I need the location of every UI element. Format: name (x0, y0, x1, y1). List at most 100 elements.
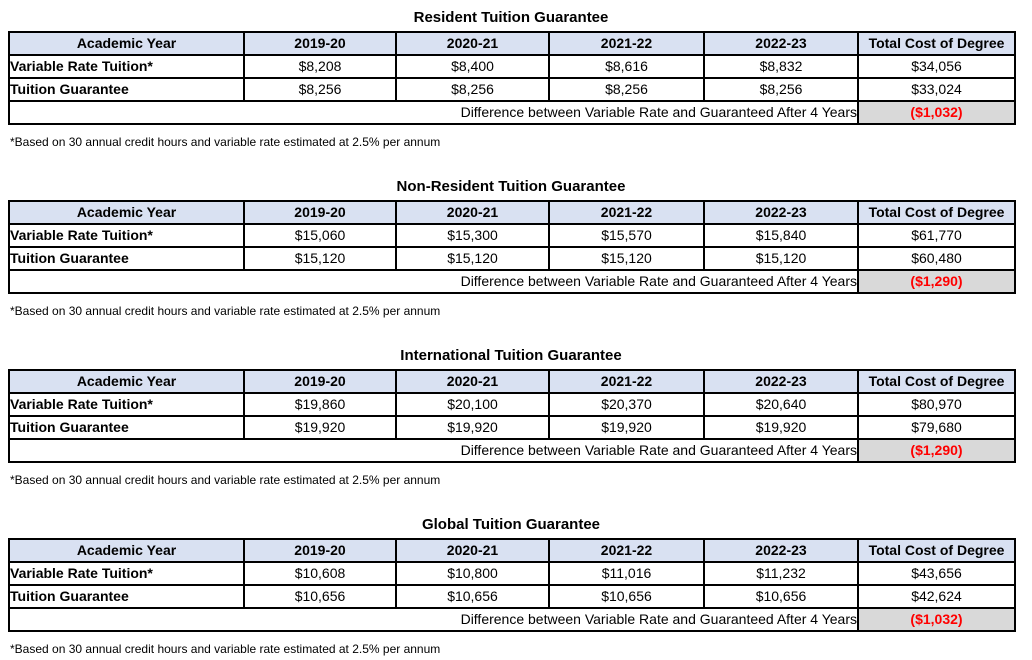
table-row: Variable Rate Tuition* $19,860 $20,100 $20,… (8, 392, 1016, 417)
value-cell: $19,920 (548, 415, 705, 440)
value-cell: $60,480 (857, 246, 1016, 271)
tuition-table: Academic Year 2019-20 2020-21 2021-22 2022-2… (8, 200, 1016, 294)
difference-label: Difference between Variable Rate and Gua… (8, 269, 859, 294)
international-tuition-guarantee-section: International Tuition Guarantee Academic… (0, 338, 1032, 507)
row-label: Tuition Guarantee (8, 77, 245, 102)
table-title: Non-Resident Tuition Guarantee (396, 178, 626, 195)
value-cell: $10,656 (243, 584, 397, 609)
value-cell: $15,570 (548, 223, 705, 248)
difference-label: Difference between Variable Rate and Gua… (8, 607, 859, 632)
column-header: 2020-21 (395, 538, 550, 563)
value-cell: $8,832 (703, 54, 859, 79)
difference-row: Difference between Variable Rate and Gua… (8, 438, 1016, 463)
row-label: Tuition Guarantee (8, 584, 245, 609)
column-header: 2022-23 (703, 538, 859, 563)
column-header: 2020-21 (395, 369, 550, 394)
difference-row: Difference between Variable Rate and Gua… (8, 269, 1016, 294)
table-title: Global Tuition Guarantee (421, 516, 601, 533)
column-header: 2022-23 (703, 200, 859, 225)
header-row: Academic Year 2019-20 2020-21 2021-22 2022-2… (8, 31, 1016, 56)
column-header: 2019-20 (243, 369, 397, 394)
value-cell: $34,056 (857, 54, 1016, 79)
difference-value: ($1,032) (857, 100, 1016, 125)
column-header: 2020-21 (395, 200, 550, 225)
difference-label: Difference between Variable Rate and Gua… (8, 100, 859, 125)
footnote: *Based on 30 annual credit hours and var… (10, 135, 441, 149)
column-header: Total Cost of Degree (857, 31, 1016, 56)
table-title: Resident Tuition Guarantee (413, 9, 609, 26)
value-cell: $8,616 (548, 54, 705, 79)
column-header: Total Cost of Degree (857, 538, 1016, 563)
row-label: Variable Rate Tuition* (8, 392, 245, 417)
value-cell: $43,656 (857, 561, 1016, 586)
table-row: Variable Rate Tuition* $8,208 $8,400 $8,616… (8, 54, 1016, 79)
value-cell: $8,256 (243, 77, 397, 102)
tuition-table: Academic Year 2019-20 2020-21 2021-22 2022-2… (8, 538, 1016, 632)
footnote: *Based on 30 annual credit hours and var… (10, 473, 441, 487)
table-row: Tuition Guarantee $19,920 $19,920 $19,920 $1… (8, 415, 1016, 440)
column-header: Academic Year (8, 538, 245, 563)
table-row: Tuition Guarantee $8,256 $8,256 $8,256 $8,25… (8, 77, 1016, 102)
difference-row: Difference between Variable Rate and Gua… (8, 607, 1016, 632)
value-cell: $10,656 (703, 584, 859, 609)
value-cell: $15,120 (395, 246, 550, 271)
row-label: Variable Rate Tuition* (8, 223, 245, 248)
value-cell: $8,400 (395, 54, 550, 79)
column-header: Total Cost of Degree (857, 369, 1016, 394)
tuition-table: Academic Year 2019-20 2020-21 2021-22 2022-2… (8, 369, 1016, 463)
column-header: 2021-22 (548, 538, 705, 563)
value-cell: $10,608 (243, 561, 397, 586)
row-label: Tuition Guarantee (8, 246, 245, 271)
value-cell: $11,016 (548, 561, 705, 586)
table-row: Tuition Guarantee $10,656 $10,656 $10,656 $1… (8, 584, 1016, 609)
column-header: 2022-23 (703, 369, 859, 394)
value-cell: $19,860 (243, 392, 397, 417)
column-header: Academic Year (8, 31, 245, 56)
difference-label: Difference between Variable Rate and Gua… (8, 438, 859, 463)
value-cell: $33,024 (857, 77, 1016, 102)
table-row: Variable Rate Tuition* $15,060 $15,300 $15,… (8, 223, 1016, 248)
header-row: Academic Year 2019-20 2020-21 2021-22 2022-2… (8, 200, 1016, 225)
column-header: 2021-22 (548, 31, 705, 56)
value-cell: $15,120 (703, 246, 859, 271)
value-cell: $10,800 (395, 561, 550, 586)
header-row: Academic Year 2019-20 2020-21 2021-22 2022-2… (8, 369, 1016, 394)
value-cell: $15,120 (548, 246, 705, 271)
difference-value: ($1,290) (857, 269, 1016, 294)
column-header: 2019-20 (243, 31, 397, 56)
value-cell: $15,120 (243, 246, 397, 271)
value-cell: $79,680 (857, 415, 1016, 440)
value-cell: $61,770 (857, 223, 1016, 248)
value-cell: $11,232 (703, 561, 859, 586)
value-cell: $80,970 (857, 392, 1016, 417)
column-header: 2021-22 (548, 369, 705, 394)
row-label: Variable Rate Tuition* (8, 561, 245, 586)
difference-row: Difference between Variable Rate and Gua… (8, 100, 1016, 125)
value-cell: $10,656 (548, 584, 705, 609)
table-row: Tuition Guarantee $15,120 $15,120 $15,120 $1… (8, 246, 1016, 271)
value-cell: $19,920 (243, 415, 397, 440)
value-cell: $15,300 (395, 223, 550, 248)
table-row: Variable Rate Tuition* $10,608 $10,800 $11,… (8, 561, 1016, 586)
value-cell: $8,256 (703, 77, 859, 102)
value-cell: $20,100 (395, 392, 550, 417)
column-header: 2019-20 (243, 538, 397, 563)
difference-value: ($1,290) (857, 438, 1016, 463)
value-cell: $10,656 (395, 584, 550, 609)
value-cell: $8,256 (395, 77, 550, 102)
value-cell: $15,840 (703, 223, 859, 248)
global-tuition-guarantee-section: Global Tuition Guarantee Academic Year 20… (0, 507, 1032, 660)
header-row: Academic Year 2019-20 2020-21 2021-22 2022-2… (8, 538, 1016, 563)
resident-tuition-guarantee-section: Resident Tuition Guarantee Academic Year… (0, 0, 1032, 169)
footnote: *Based on 30 annual credit hours and var… (10, 642, 441, 656)
difference-value: ($1,032) (857, 607, 1016, 632)
column-header: 2022-23 (703, 31, 859, 56)
footnote: *Based on 30 annual credit hours and var… (10, 304, 441, 318)
value-cell: $19,920 (395, 415, 550, 440)
non-resident-tuition-guarantee-section: Non-Resident Tuition Guarantee Academic … (0, 169, 1032, 338)
value-cell: $42,624 (857, 584, 1016, 609)
value-cell: $8,208 (243, 54, 397, 79)
column-header: 2019-20 (243, 200, 397, 225)
column-header: Total Cost of Degree (857, 200, 1016, 225)
